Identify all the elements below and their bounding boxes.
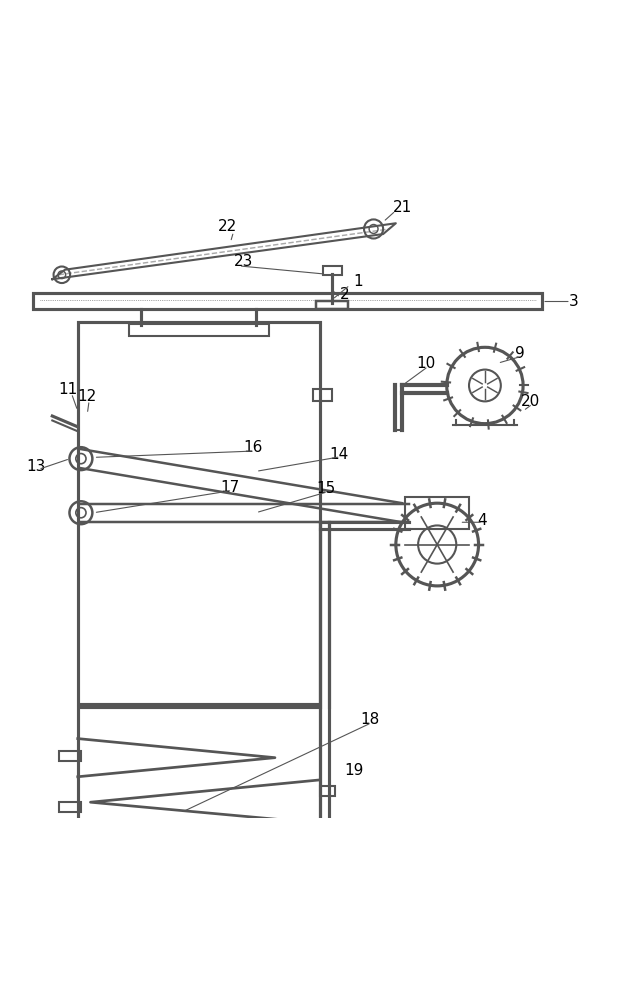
Text: 10: 10 [417, 356, 436, 371]
Text: 22: 22 [218, 219, 237, 234]
Text: 4: 4 [477, 513, 486, 528]
Bar [316, 301, 348, 309]
Text: 17: 17 [221, 480, 240, 495]
Text: 13: 13 [27, 459, 46, 474]
Text: 12: 12 [78, 389, 97, 404]
Bar [78, 322, 320, 704]
Text: 9: 9 [515, 346, 525, 361]
Bar [128, 324, 268, 336]
Bar [33, 293, 542, 309]
Text: 3: 3 [569, 294, 579, 309]
Text: 15: 15 [316, 481, 335, 496]
Bar [138, 845, 196, 879]
Bar [320, 786, 335, 796]
Text: 11: 11 [59, 382, 78, 397]
Text: 16: 16 [243, 440, 263, 455]
Bar [59, 802, 81, 812]
Text: 21: 21 [392, 200, 412, 215]
Bar [313, 389, 332, 401]
Text: 18: 18 [361, 712, 380, 727]
Bar [405, 497, 469, 529]
Text: 23: 23 [233, 254, 253, 269]
Text: 20: 20 [521, 394, 541, 409]
Text: 1: 1 [353, 274, 362, 289]
Bar [59, 751, 81, 761]
Text: 14: 14 [329, 447, 348, 462]
Text: 19: 19 [345, 763, 364, 778]
Text: 2: 2 [340, 287, 350, 302]
Bar [78, 707, 320, 824]
Bar [323, 266, 342, 275]
